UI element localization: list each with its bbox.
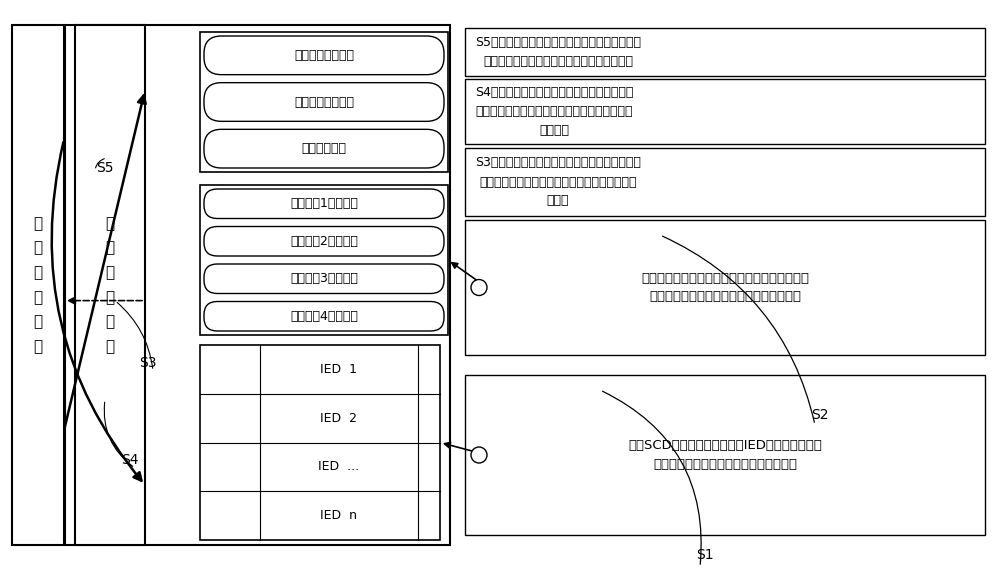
Text: S4：验收人员启动与主站进行实时自动验收命
令，信号仿真子系统按照数据触发策略，向主站
发送数据: S4：验收人员启动与主站进行实时自动验收命 令，信号仿真子系统按照数据触发策略，… bbox=[475, 86, 633, 137]
Text: 站内验收报告归档: 站内验收报告归档 bbox=[294, 49, 354, 62]
Text: 远动通道3信息验收: 远动通道3信息验收 bbox=[290, 272, 358, 285]
Bar bbox=[465, 28, 985, 76]
FancyBboxPatch shape bbox=[204, 129, 444, 168]
FancyBboxPatch shape bbox=[204, 36, 444, 75]
Text: IED  ...: IED ... bbox=[318, 461, 360, 473]
Bar bbox=[465, 220, 985, 355]
Bar bbox=[465, 79, 985, 144]
Text: S2: S2 bbox=[811, 408, 829, 422]
Bar bbox=[75, 25, 145, 545]
Text: 加载远动通道配置信息，创建多个远动客户端，
每个客户端与网关机建立连接进行站内验收: 加载远动通道配置信息，创建多个远动客户端， 每个客户端与网关机建立连接进行站内验… bbox=[641, 271, 809, 303]
Text: IED  2: IED 2 bbox=[320, 412, 358, 425]
Circle shape bbox=[471, 279, 487, 295]
Text: IED  n: IED n bbox=[320, 509, 358, 522]
Bar bbox=[465, 375, 985, 535]
FancyBboxPatch shape bbox=[204, 302, 444, 331]
FancyBboxPatch shape bbox=[204, 83, 444, 121]
Bar bbox=[200, 185, 448, 335]
Text: 任
务
管
理
模
块: 任 务 管 理 模 块 bbox=[105, 216, 115, 354]
Text: S5: S5 bbox=[96, 161, 114, 175]
Text: S1: S1 bbox=[696, 548, 714, 562]
Text: 配置文件归档: 配置文件归档 bbox=[302, 142, 347, 155]
Text: S3: S3 bbox=[139, 356, 157, 370]
Bar bbox=[12, 25, 64, 545]
Circle shape bbox=[471, 447, 487, 463]
Text: 远动通道2信息验收: 远动通道2信息验收 bbox=[290, 235, 358, 248]
Text: 远动通道4信息验收: 远动通道4信息验收 bbox=[290, 310, 358, 323]
Text: 远动通道1信息验收: 远动通道1信息验收 bbox=[290, 197, 358, 210]
Text: IED  1: IED 1 bbox=[320, 363, 358, 376]
Bar bbox=[200, 345, 440, 540]
FancyBboxPatch shape bbox=[204, 264, 444, 294]
Text: S4: S4 bbox=[121, 453, 139, 467]
FancyBboxPatch shape bbox=[204, 189, 444, 218]
Bar bbox=[465, 148, 985, 216]
Text: 人
机
交
互
模
块: 人 机 交 互 模 块 bbox=[33, 216, 43, 354]
Text: S3：站内同步验收模块接收到远动信息，将信息
转发给验收工作站，由站内验收人员确认是否通
过验收: S3：站内同步验收模块接收到远动信息，将信息 转发给验收工作站，由站内验收人员确… bbox=[475, 157, 641, 207]
Text: S5：验收人员启动验收完成命令，将验收报告、
信号触发报告、配置文件等信息归档到服务器: S5：验收人员启动验收完成命令，将验收报告、 信号触发报告、配置文件等信息归档到… bbox=[475, 36, 641, 68]
FancyBboxPatch shape bbox=[204, 226, 444, 256]
Text: 加载SCD配置文件，构建所有IED虚拟设备服务集
群，每个虚拟设备服务对应一个独立进程: 加载SCD配置文件，构建所有IED虚拟设备服务集 群，每个虚拟设备服务对应一个独… bbox=[628, 439, 822, 471]
Bar bbox=[65, 25, 450, 545]
Bar bbox=[200, 32, 448, 172]
Text: 信号触发报告归档: 信号触发报告归档 bbox=[294, 96, 354, 108]
